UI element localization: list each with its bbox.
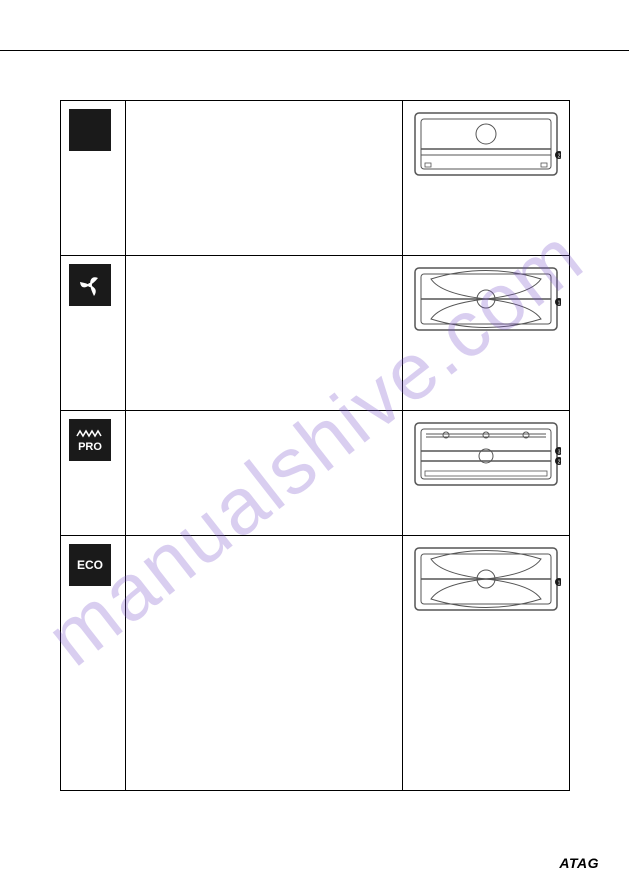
description-cell xyxy=(125,256,402,411)
level-marker: 1 xyxy=(558,581,561,587)
function-icon-fan xyxy=(69,264,111,306)
diagram-cell: 1 xyxy=(402,536,569,791)
function-table: 2 xyxy=(60,100,570,791)
level-marker: 1 xyxy=(558,301,561,307)
eco-label: ECO xyxy=(77,558,103,572)
icon-cell xyxy=(61,101,126,256)
table-row: 2 xyxy=(61,101,570,256)
description-cell xyxy=(125,411,402,536)
grill-icon xyxy=(75,428,105,438)
table-row: ECO 1 xyxy=(61,536,570,791)
table-row: 1 xyxy=(61,256,570,411)
description-cell xyxy=(125,101,402,256)
level-marker: 2 xyxy=(558,154,561,160)
diagram-cell: 3 2 xyxy=(402,411,569,536)
level-marker: 2 xyxy=(558,460,561,466)
level-marker: 3 xyxy=(558,450,561,456)
header-rule xyxy=(0,50,629,51)
function-icon-eco: ECO xyxy=(69,544,111,586)
fan-icon xyxy=(76,271,104,299)
table-row: PRO 3 2 xyxy=(61,411,570,536)
oven-diagram: 1 xyxy=(411,544,561,614)
icon-cell: ECO xyxy=(61,536,126,791)
diagram-cell: 1 xyxy=(402,256,569,411)
oven-diagram: 2 xyxy=(411,109,561,179)
pro-label: PRO xyxy=(75,441,105,453)
function-icon-solid xyxy=(69,109,111,151)
oven-diagram: 3 2 xyxy=(411,419,561,489)
icon-cell xyxy=(61,256,126,411)
function-icon-pro: PRO xyxy=(69,419,111,461)
description-cell xyxy=(125,536,402,791)
diagram-cell: 2 xyxy=(402,101,569,256)
brand-logo: ATAG xyxy=(559,855,599,871)
icon-cell: PRO xyxy=(61,411,126,536)
oven-diagram: 1 xyxy=(411,264,561,334)
